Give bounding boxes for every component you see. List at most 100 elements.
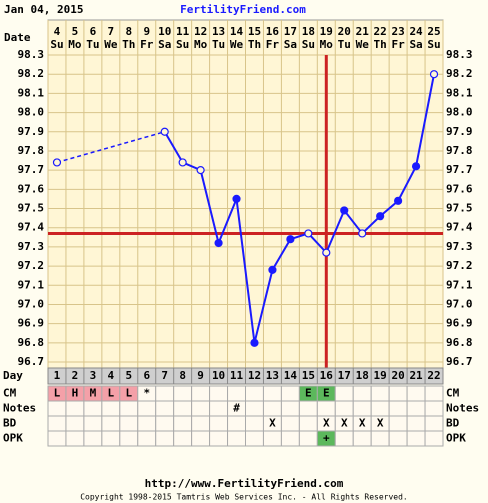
row-label: BD [3, 417, 17, 430]
date-label: 16 [266, 25, 280, 38]
observation-cell [280, 430, 300, 447]
observation-cell [191, 400, 211, 417]
observation-cell [245, 415, 264, 432]
temperature-point [160, 127, 169, 136]
observation-cell [388, 430, 408, 447]
weekday-label: Tu [86, 38, 99, 51]
weekday-label: Sa [284, 38, 297, 51]
y-tick-label: 97.8 [18, 144, 45, 157]
observation-cell [137, 415, 157, 432]
temperature-point [358, 229, 367, 238]
observation-cell [173, 430, 193, 447]
observation-cell [119, 430, 139, 447]
date-label: 8 [125, 25, 132, 38]
observation-cell [83, 430, 103, 447]
observation-cell [83, 415, 103, 432]
observation-cell [83, 400, 103, 417]
day-number: 12 [248, 369, 261, 382]
observation-cell [298, 415, 318, 432]
date-label: 23 [391, 25, 404, 38]
observation-cell [406, 385, 426, 402]
observation-cell [191, 385, 211, 402]
temperature-point [411, 162, 421, 171]
gap-connector [56, 131, 165, 164]
date-label: 20 [338, 25, 351, 38]
row-label: CM [3, 387, 17, 400]
observation-text: + [323, 432, 330, 445]
date-label: 14 [230, 25, 244, 38]
row-label: Notes [3, 402, 36, 415]
weekday-label: Sa [158, 38, 171, 51]
observation-text: X [359, 417, 366, 430]
observation-cell [370, 385, 390, 402]
y-tick-label: 96.7 [18, 355, 45, 368]
observation-cell [155, 415, 175, 432]
observation-cell [209, 400, 229, 417]
weekday-label: Su [50, 38, 63, 51]
observation-cell [65, 400, 85, 417]
observation-text: L [54, 387, 61, 400]
temperature-point [376, 212, 385, 221]
observation-cell [316, 400, 336, 417]
observation-cell [137, 400, 157, 417]
observation-text: H [72, 387, 79, 400]
observation-cell [209, 385, 229, 402]
y-tick-label: 98.3 [18, 48, 45, 61]
date-label: 11 [176, 25, 190, 38]
observation-text: L [108, 387, 115, 400]
day-number: 13 [266, 369, 279, 382]
observation-text: X [323, 417, 330, 430]
row-label-right: OPK [446, 432, 466, 445]
observation-text: X [341, 417, 348, 430]
date-label: 7 [108, 25, 115, 38]
observation-text: X [269, 417, 276, 430]
observation-cell [227, 415, 247, 432]
observation-cell [47, 415, 67, 432]
day-number: 1 [54, 369, 61, 382]
weekday-label: We [230, 38, 244, 51]
y-tick-label: 97.5 [18, 202, 45, 215]
day-number: 16 [320, 369, 334, 382]
day-number: 18 [356, 369, 369, 382]
y-tick-label-right: 97.7 [446, 163, 473, 176]
day-number: 11 [230, 369, 244, 382]
date-label: 21 [356, 25, 370, 38]
site-name[interactable]: FertilityFriend.com [180, 3, 306, 16]
observation-cell [101, 415, 121, 432]
y-tick-label-right: 97.4 [446, 221, 473, 234]
observation-cell [209, 430, 229, 447]
y-tick-label: 98.0 [18, 106, 45, 119]
observation-cell [298, 430, 318, 447]
y-tick-label-right: 97.5 [446, 202, 473, 215]
observation-cell [227, 385, 247, 402]
observation-text: # [233, 402, 240, 415]
temperature-point [429, 70, 439, 79]
observation-cell [155, 430, 175, 447]
temperature-point [304, 229, 313, 238]
observation-cell [173, 400, 193, 417]
temperature-point [340, 206, 349, 215]
weekday-label: Su [176, 38, 189, 51]
observation-cell [370, 400, 390, 417]
date-label: Date [4, 31, 31, 44]
date-label: 22 [374, 25, 387, 38]
footer-url[interactable]: http://www.FertilityFriend.com [145, 477, 344, 490]
weekday-label: Fr [266, 38, 280, 51]
observation-cell [280, 415, 300, 432]
observation-cell [388, 415, 408, 432]
observation-text: * [143, 387, 150, 400]
y-tick-label: 97.4 [18, 221, 45, 234]
day-number: 19 [374, 369, 387, 382]
observation-cell [352, 430, 372, 447]
observation-cell [191, 415, 211, 432]
observation-cell [424, 400, 444, 417]
y-tick-label-right: 97.6 [446, 182, 473, 195]
weekday-label: Mo [320, 38, 334, 51]
observation-cell [388, 385, 408, 402]
observation-cell [334, 430, 354, 447]
weekday-label: Th [122, 38, 135, 51]
row-label-right: Notes [446, 402, 479, 415]
observation-cell [245, 385, 264, 402]
observation-cell [101, 430, 121, 447]
observation-cell [65, 430, 85, 447]
